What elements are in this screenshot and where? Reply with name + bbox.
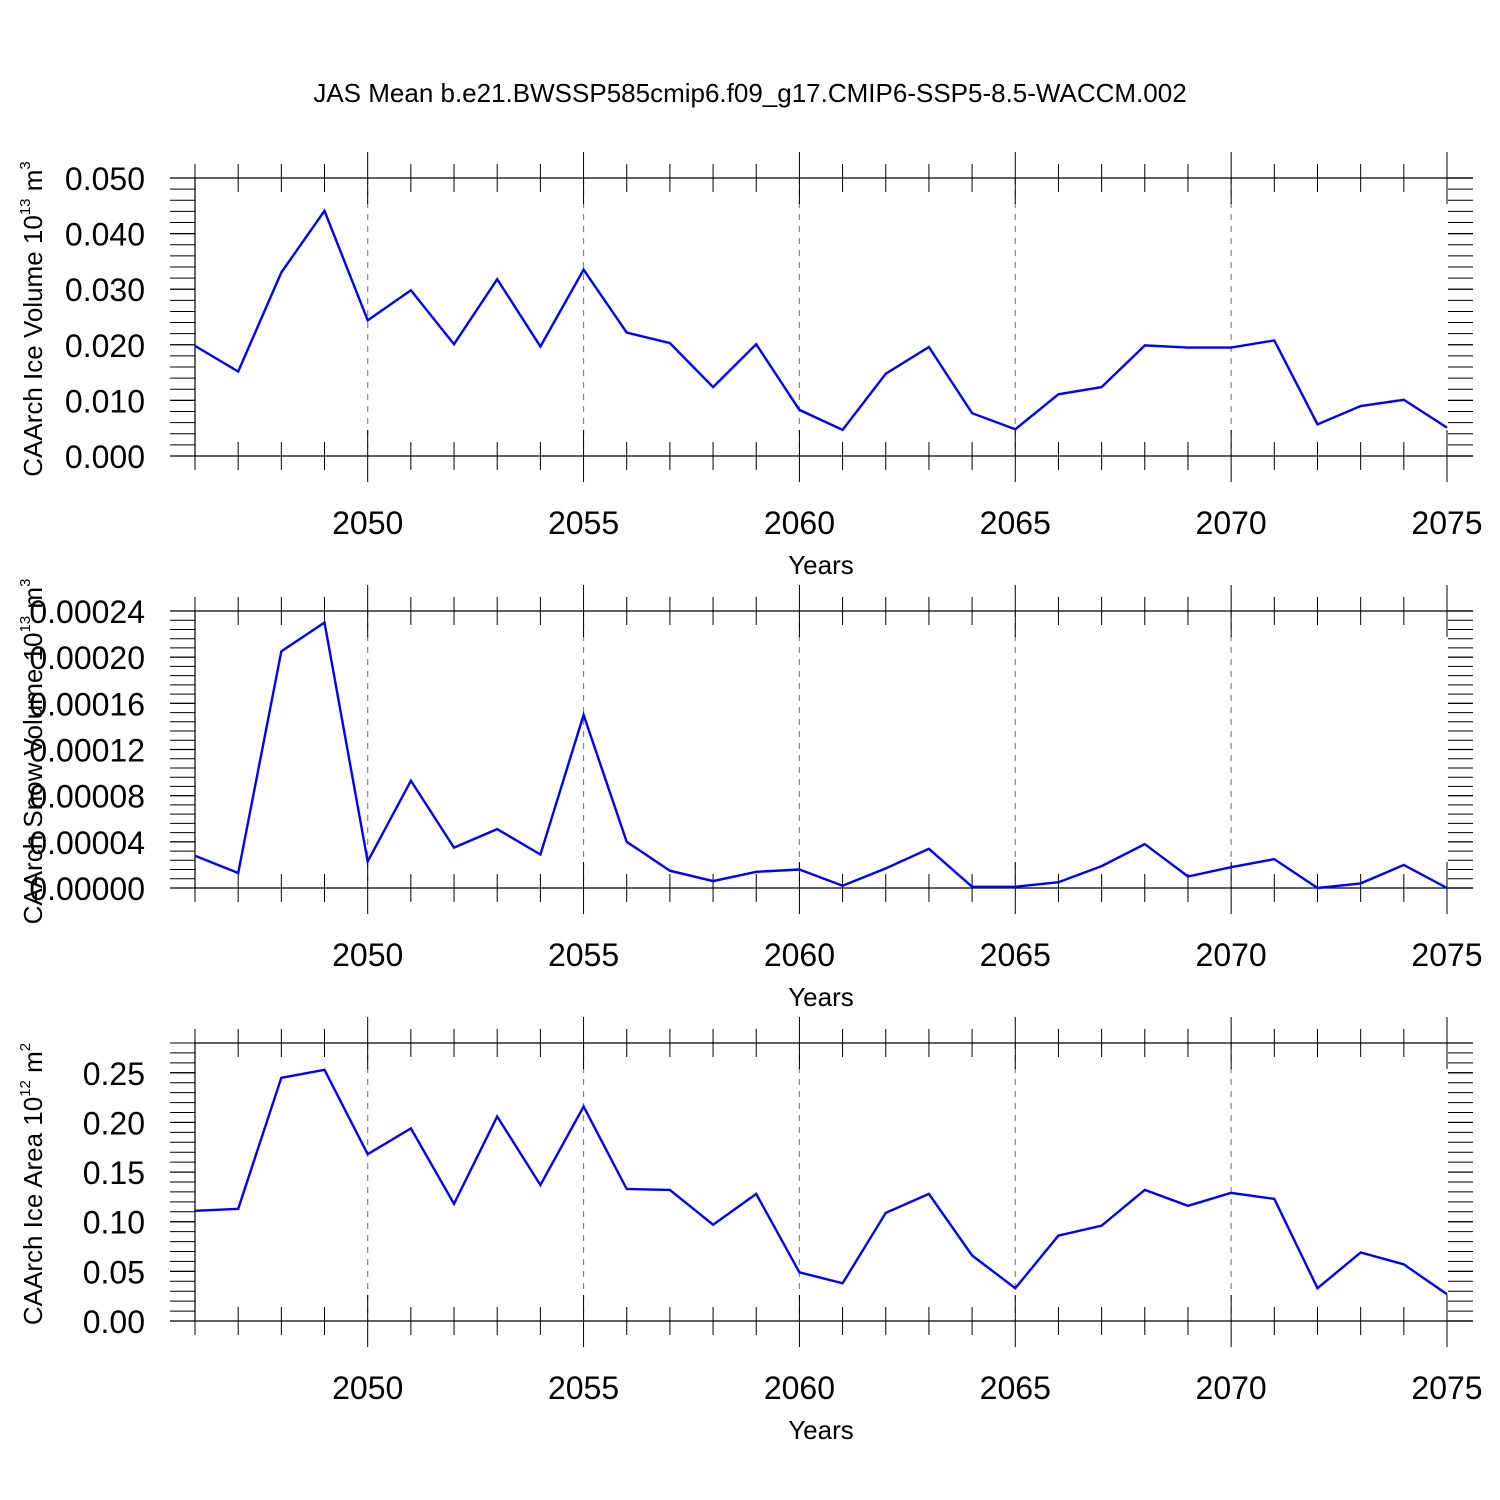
x-tick-label: 2060 <box>764 505 835 541</box>
x-tick-label: 2070 <box>1196 1370 1267 1406</box>
y-tick-label: 0.010 <box>65 383 145 419</box>
panel-2: 2050 2055 2060 2065 2070 2075 Years 0.00000 0.00… <box>17 579 1483 1012</box>
chart-title: JAS Mean b.e21.BWSSP585cmip6.f09_g17.CMI… <box>313 78 1187 108</box>
y-tick-label: 0.050 <box>65 161 145 197</box>
x-axis-title: Years <box>788 982 854 1012</box>
x-tick-label: 2075 <box>1411 937 1482 973</box>
y-tick-label: 0.00008 <box>29 779 145 815</box>
series-line <box>194 1068 1448 1296</box>
y-tick-label: 0.00000 <box>29 871 145 907</box>
x-axis-title: Years <box>788 550 854 580</box>
y-tick-label: 0.00004 <box>29 825 145 861</box>
y-tick-label: 0.25 <box>83 1056 145 1092</box>
y-tick-label: 0.15 <box>83 1155 145 1191</box>
x-tick-label: 2065 <box>980 505 1051 541</box>
y-axis-title: CAArch Ice Area 1012 m2 <box>17 1043 48 1325</box>
x-tick-label: 2055 <box>548 1370 619 1406</box>
y-tick-label: 0.020 <box>65 328 145 364</box>
x-axis-title: Years <box>788 1415 854 1445</box>
x-tick-label: 2050 <box>332 937 403 973</box>
series-line <box>194 620 1448 890</box>
y-axis-title: CAArch Snow Volume 1013 m3 <box>17 579 48 925</box>
panel-3: 2050 2055 2060 2065 2070 2075 Years 0.00 0.05 0.1… <box>17 1017 1483 1445</box>
y-tick-label: 0.20 <box>83 1105 145 1141</box>
x-tick-label: 2075 <box>1411 505 1482 541</box>
x-tick-label: 2075 <box>1411 1370 1482 1406</box>
y-tick-label: 0.00 <box>83 1304 145 1340</box>
x-tick-label: 2055 <box>548 937 619 973</box>
y-axis-title: CAArch Ice Volume 1013 m3 <box>17 161 48 477</box>
y-tick-label: 0.00012 <box>29 733 145 769</box>
x-tick-label: 2060 <box>764 1370 835 1406</box>
x-tick-label: 2065 <box>980 937 1051 973</box>
y-tick-label: 0.00020 <box>29 640 145 676</box>
x-tick-label: 2070 <box>1196 937 1267 973</box>
x-tick-label: 2070 <box>1196 505 1267 541</box>
series-line <box>194 208 1448 432</box>
y-tick-label: 0.040 <box>65 217 145 253</box>
y-tick-label: 0.000 <box>65 439 145 475</box>
x-tick-label: 2050 <box>332 1370 403 1406</box>
x-tick-label: 2060 <box>764 937 835 973</box>
panel-1: 2050 2055 2060 2065 2070 2075 Years 0.000 0.010 0… <box>17 152 1483 580</box>
y-tick-label: 0.10 <box>83 1205 145 1241</box>
x-tick-label: 2055 <box>548 505 619 541</box>
y-tick-label: 0.00016 <box>29 686 145 722</box>
y-tick-label: 0.030 <box>65 272 145 308</box>
x-tick-label: 2050 <box>332 505 403 541</box>
y-tick-label: 0.00024 <box>29 594 145 630</box>
y-tick-label: 0.05 <box>83 1254 145 1290</box>
x-tick-label: 2065 <box>980 1370 1051 1406</box>
